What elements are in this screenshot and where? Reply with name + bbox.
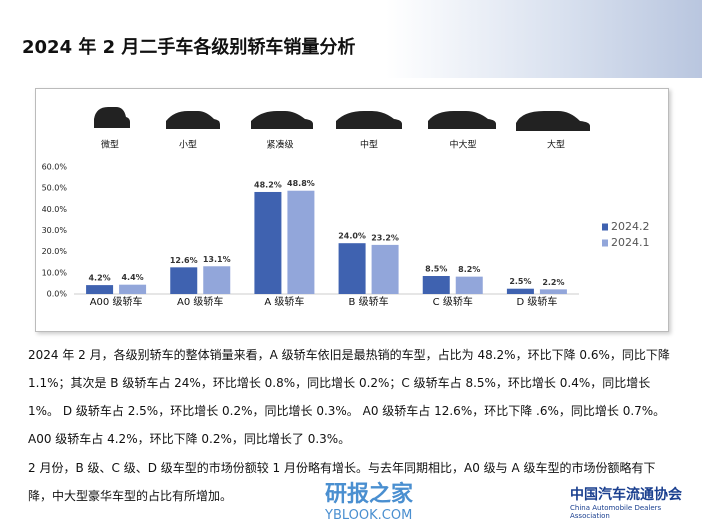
legend-swatch xyxy=(602,223,608,231)
watermark-site: YBLOOK.COM xyxy=(325,508,413,523)
title: 2024 年 2 月二手车各级别轿车销量分析 xyxy=(22,37,356,58)
y-tick-label: 20.0% xyxy=(42,247,68,256)
bar xyxy=(371,244,399,294)
bar xyxy=(86,285,114,294)
value-label: 48.2% xyxy=(254,180,282,189)
value-label: 4.2% xyxy=(88,274,110,283)
legend-label: 2024.1 xyxy=(611,236,650,249)
y-tick-label: 30.0% xyxy=(42,226,68,235)
bar xyxy=(506,288,534,294)
legend-swatch xyxy=(602,239,608,247)
value-label: 23.2% xyxy=(371,233,399,242)
car-icons xyxy=(94,107,590,131)
y-tick-label: 60.0% xyxy=(42,163,68,172)
bar xyxy=(119,284,147,294)
bar xyxy=(254,191,282,294)
chart-frame: 微型 小型 紧凑级 中型 中大型 大型 0.0% 10.0% 20.0% 30.0% 40.0% 50… xyxy=(35,88,669,332)
watermark-name: 研报之家 xyxy=(325,482,414,507)
x-tick-label: D 级轿车 xyxy=(516,295,557,308)
value-label: 24.0% xyxy=(338,232,366,241)
x-tick-label: A00 级轿车 xyxy=(90,295,143,308)
watermark: 研报之家 YBLOOK.COM xyxy=(275,476,413,523)
x-tick-label: A0 级轿车 xyxy=(177,295,223,308)
value-label: 2.2% xyxy=(542,278,564,287)
bar xyxy=(338,243,366,294)
car-label: 中型 xyxy=(360,139,378,151)
y-tick-label: 50.0% xyxy=(42,184,68,193)
bar xyxy=(539,289,567,294)
bar xyxy=(203,266,231,294)
car-label: 紧凑级 xyxy=(266,139,293,151)
car-label: 大型 xyxy=(547,139,565,151)
bar xyxy=(170,267,198,294)
chart: 微型 小型 紧凑级 中型 中大型 大型 0.0% 10.0% 20.0% 30.0% 40.0% 50… xyxy=(42,107,650,308)
paragraph: 2024 年 2 月，各级别轿车的整体销量来看，A 级轿车依旧是最热销的车型，占… xyxy=(28,348,670,446)
x-tick-label: B 级轿车 xyxy=(349,295,389,308)
y-tick-label: 40.0% xyxy=(42,205,68,214)
value-label: 48.8% xyxy=(287,179,315,188)
value-label: 13.1% xyxy=(203,255,231,264)
header: 2024 年 2 月二手车各级别轿车销量分析 xyxy=(0,0,702,78)
x-tick-label: A 级轿车 xyxy=(264,295,304,308)
value-label: 8.5% xyxy=(425,265,447,274)
car-label: 中大型 xyxy=(449,139,476,151)
value-label: 2.5% xyxy=(509,277,531,286)
logo-english: China Automobile Dealers Association xyxy=(570,504,662,520)
paragraph: 2 月份，B 级、C 级、D 级车型的市场份额较 1 月份略有增长。与去年同期相… xyxy=(28,461,656,503)
bar xyxy=(455,276,483,294)
car-label: 微型 xyxy=(101,139,119,151)
bar xyxy=(422,276,450,294)
logo: 中国汽车流通协会 China Automobile Dealers Associa… xyxy=(530,484,702,520)
x-tick-label: C 级轿车 xyxy=(433,295,473,308)
value-label: 12.6% xyxy=(170,256,198,265)
logo-name: 中国汽车流通协会 xyxy=(570,487,682,503)
value-label: 4.4% xyxy=(121,273,143,282)
y-tick-label: 0.0% xyxy=(47,290,68,299)
bar xyxy=(287,190,315,294)
legend-label: 2024.2 xyxy=(611,220,650,233)
y-tick-label: 10.0% xyxy=(42,268,68,277)
car-label: 小型 xyxy=(179,140,197,151)
value-label: 8.2% xyxy=(458,265,480,274)
